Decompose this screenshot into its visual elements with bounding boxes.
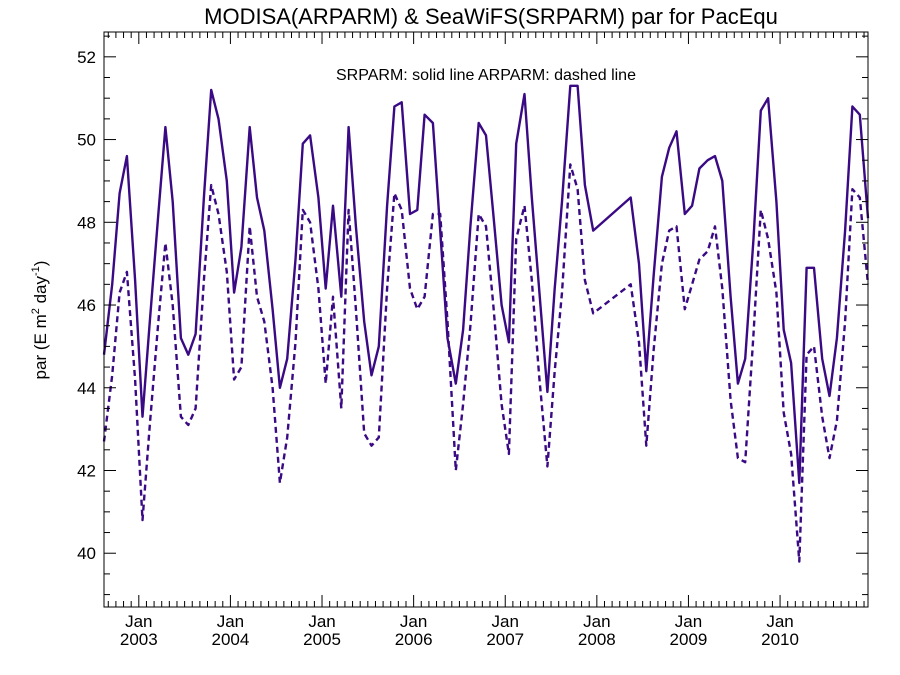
y-axis-label-sup1: 2 bbox=[30, 308, 42, 314]
y-tick-label: 52 bbox=[77, 48, 96, 67]
chart-title: MODISA(ARPARM) & SeaWiFS(SRPARM) par for… bbox=[204, 4, 778, 29]
x-tick-label-year: 2003 bbox=[120, 630, 158, 649]
x-tick-label-year: 2004 bbox=[212, 630, 250, 649]
x-tick-label-month: Jan bbox=[583, 612, 610, 631]
x-tick-label-year: 2009 bbox=[670, 630, 708, 649]
axes-layer: 40424446485052Jan2003Jan2004Jan2005Jan20… bbox=[77, 31, 869, 649]
y-axis-label-mid: day bbox=[31, 276, 50, 309]
legend-annotation: SRPARM: solid line ARPARM: dashed line bbox=[336, 67, 636, 84]
y-tick-label: 42 bbox=[77, 461, 96, 480]
x-tick-label-month: Jan bbox=[492, 612, 519, 631]
x-tick-label-month: Jan bbox=[125, 612, 152, 631]
x-tick-label-year: 2008 bbox=[578, 630, 616, 649]
y-tick-label: 50 bbox=[77, 131, 96, 150]
x-tick-label-month: Jan bbox=[766, 612, 793, 631]
series-line-arparm bbox=[102, 163, 870, 563]
y-axis-label: par (E m2 day-1) bbox=[30, 261, 50, 380]
x-tick-label-year: 2005 bbox=[303, 630, 341, 649]
y-tick-label: 46 bbox=[77, 296, 96, 315]
x-tick-label-year: 2010 bbox=[761, 630, 799, 649]
x-tick-label-month: Jan bbox=[400, 612, 427, 631]
x-tick-label-month: Jan bbox=[308, 612, 335, 631]
y-axis-label-main: par (E m bbox=[31, 314, 50, 379]
x-tick-label-month: Jan bbox=[217, 612, 244, 631]
series-line-srparm bbox=[102, 84, 870, 485]
x-tick-label-year: 2006 bbox=[395, 630, 433, 649]
series-layer bbox=[102, 84, 870, 563]
y-tick-label: 40 bbox=[77, 544, 96, 563]
plot-frame bbox=[103, 31, 869, 608]
y-axis-label-end: ) bbox=[31, 261, 50, 267]
y-axis-label-sup2: -1 bbox=[30, 266, 42, 276]
y-tick-label: 48 bbox=[77, 213, 96, 232]
y-tick-label: 44 bbox=[77, 379, 96, 398]
x-tick-label-month: Jan bbox=[675, 612, 702, 631]
x-tick-label-year: 2007 bbox=[486, 630, 524, 649]
